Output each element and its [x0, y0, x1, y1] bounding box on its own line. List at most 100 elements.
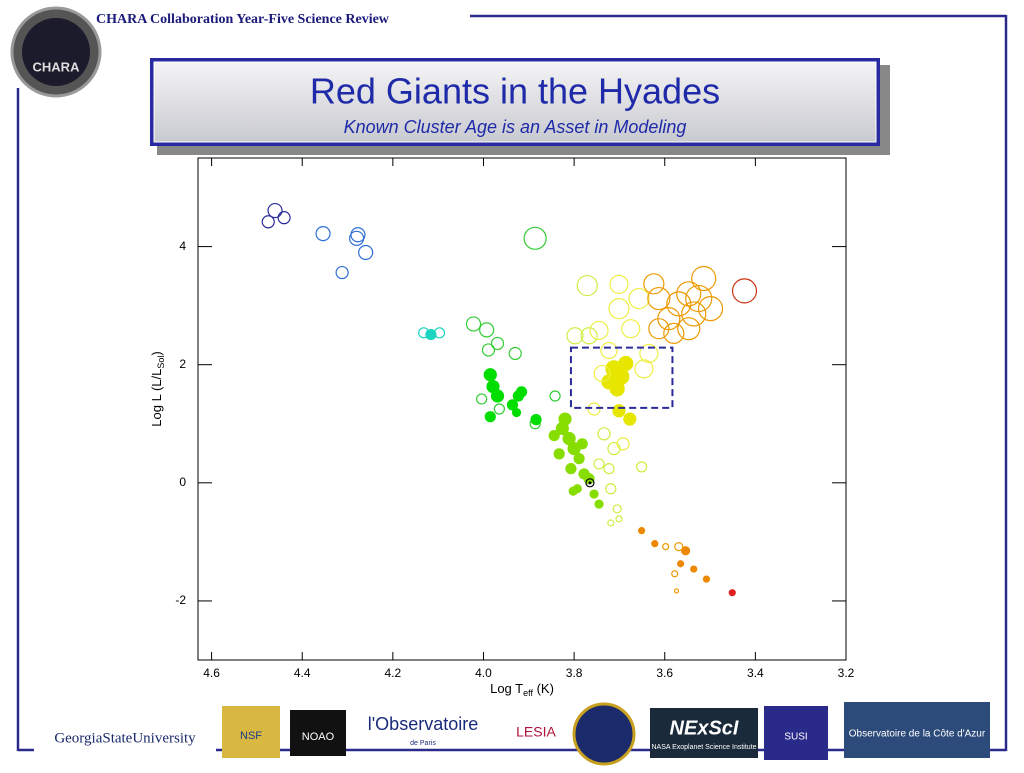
logo-text: NSF: [240, 730, 262, 742]
data-point: [663, 322, 685, 345]
data-point: [728, 589, 736, 597]
data-point: [580, 327, 598, 345]
y-tick-label: 0: [179, 475, 186, 489]
logo-text: NExScI: [670, 717, 739, 739]
chara-logo-inner: [22, 18, 90, 86]
data-point: [594, 499, 604, 509]
data-point: [680, 546, 691, 556]
data-point: [638, 527, 646, 535]
data-point: [671, 570, 679, 578]
logo: [358, 710, 488, 748]
data-point: [576, 438, 588, 450]
data-point: [476, 393, 488, 405]
highlight-box: [569, 346, 674, 409]
x-tick-label: 3.2: [838, 666, 855, 680]
y-tick-label: -2: [175, 593, 186, 607]
data-point: [615, 515, 623, 523]
data-point: [568, 486, 578, 496]
data-point: [483, 368, 497, 382]
data-point: [623, 412, 637, 426]
data-point: [267, 202, 283, 219]
data-point: [479, 322, 495, 338]
x-tick-label: 4.2: [385, 666, 402, 680]
data-point: [639, 343, 659, 364]
data-point: [553, 448, 565, 460]
logo: [650, 708, 758, 758]
data-point: [549, 390, 561, 402]
data-point: [608, 298, 630, 320]
data-point: [691, 265, 717, 292]
data-point: [315, 225, 331, 242]
data-point: [677, 317, 701, 341]
logo: [222, 706, 280, 758]
slide-subtitle: Known Cluster Age is an Asset in Modelin…: [344, 117, 687, 137]
x-tick-label: 3.8: [566, 666, 583, 680]
data-point: [690, 565, 698, 573]
data-point: [573, 453, 585, 465]
y-axis-label-part: Log L (L/L: [149, 369, 164, 427]
y-tick-label: 4: [179, 239, 186, 253]
data-point: [666, 291, 692, 317]
data-point: [674, 542, 684, 552]
data-point: [676, 281, 702, 307]
data-point: [600, 341, 618, 360]
data-point: [731, 278, 758, 304]
logo-text: Observatoire de la Côte d'Azur: [849, 729, 986, 740]
x-tick-label: 4.6: [203, 666, 220, 680]
data-point: [506, 399, 519, 411]
data-point: [607, 441, 621, 456]
y-axis-label-part: Sol: [156, 356, 166, 369]
data-point: [647, 286, 671, 311]
x-tick-label: 3.6: [656, 666, 673, 680]
data-point: [565, 463, 577, 475]
data-point: [335, 265, 349, 280]
data-point: [481, 343, 496, 357]
data-point: [490, 389, 505, 403]
data-point: [490, 336, 505, 351]
data-point: [673, 588, 680, 594]
data-point: [566, 327, 584, 345]
data-point: [548, 429, 560, 442]
data-point: [515, 386, 528, 398]
chart: 4.6 4.4 4.2 4.0 3.8 3.6 3.4 3.2 -2 0 2 4 Log Teff (K…: [149, 157, 855, 698]
data-point: [609, 274, 629, 294]
title-box: [153, 61, 877, 143]
data-point: [593, 458, 605, 470]
header-text: CHARA Collaboration Year-Five Science Re…: [96, 12, 390, 27]
plot-frame: [197, 157, 847, 661]
data-point: [508, 346, 522, 361]
data-point: [681, 301, 707, 327]
logo: [764, 706, 828, 760]
logo: [34, 706, 216, 764]
logo-text: de Paris: [410, 740, 436, 747]
logo: [844, 702, 990, 758]
logo-text: NASA Exoplanet Science Institute: [651, 744, 756, 751]
logo-text: NOAO: [302, 731, 335, 743]
logo-strip: GeorgiaStateUniversity NSF NOAO l'Observato…: [34, 702, 990, 766]
y-axis-label-part: ): [149, 351, 164, 355]
data-point: [634, 359, 654, 379]
data-point: [425, 328, 437, 341]
data-point: [677, 560, 685, 568]
logo-text: GeorgiaStateUniversity: [54, 730, 196, 746]
logo-text: l'Observatoire: [368, 714, 478, 734]
x-tick-label: 4.4: [294, 666, 311, 680]
data-point: [558, 412, 572, 426]
data-point: [358, 244, 374, 261]
data-point: [277, 211, 291, 225]
logo-seal: [572, 702, 636, 766]
logo-text: SUSI: [784, 732, 807, 743]
data-point: [589, 489, 599, 499]
logo-text: LESIA: [516, 724, 556, 740]
data-point: [697, 296, 724, 322]
x-axis-label: Log Teff (K): [490, 681, 554, 698]
logo: [506, 714, 566, 744]
data-point: [612, 404, 626, 418]
data-point: [585, 478, 595, 488]
data-point: [484, 411, 496, 423]
data-point: [636, 461, 648, 473]
data-point: [607, 519, 615, 527]
data-point: [702, 575, 711, 583]
